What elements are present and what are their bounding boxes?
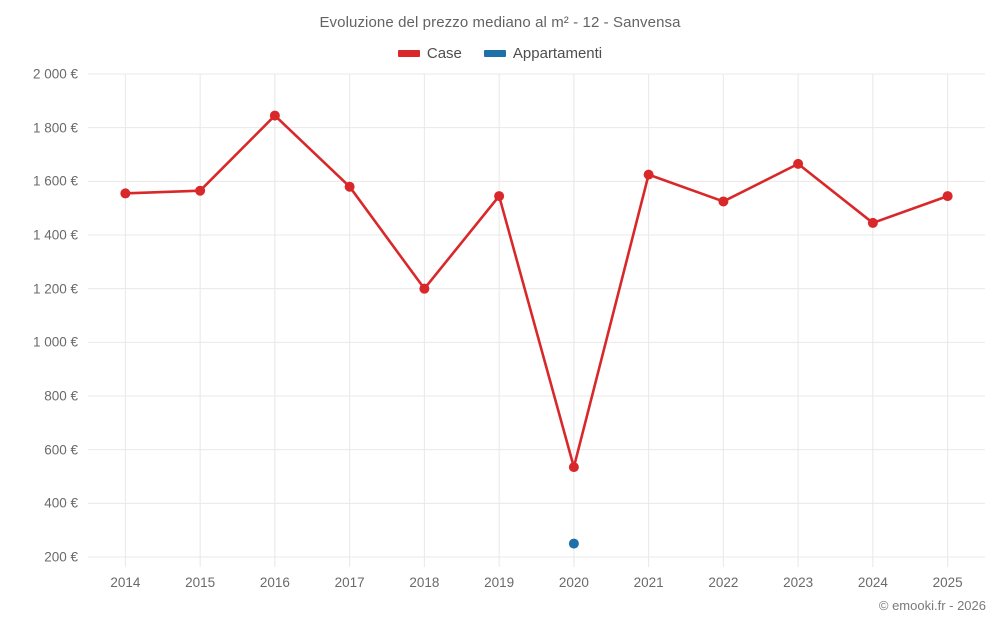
y-axis-tick-label: 600 € [44,442,78,458]
x-axis-tick-label: 2014 [110,575,141,590]
x-axis-tick-label: 2019 [484,575,515,590]
data-point-case[interactable]: 2025: 1545 [942,191,953,202]
chart-legend: Case Appartamenti [0,45,1000,62]
data-point-case[interactable]: 2016: 1845 [269,110,280,121]
series-line-case [124,114,949,469]
x-axis-tick-label: 2018 [409,575,440,590]
data-point-case[interactable]: 2021: 1625 [643,169,654,180]
x-axis-tick-label: 2025 [932,575,963,590]
y-axis-tick-label: 200 € [44,549,78,565]
x-axis-tick-label: 2023 [783,575,814,590]
y-axis-ticks: 200 € 400 € 600 € 800 € 1 000 € 1 200 € 1 400 … [0,0,78,625]
x-axis-tick-label: 2022 [708,575,739,590]
x-axis-tick-label: 2017 [334,575,365,590]
data-point-case[interactable]: 2024: 1445 [867,217,878,228]
x-axis-tick-label: 2021 [633,575,664,590]
y-axis-tick-label: 400 € [44,495,78,511]
legend-item-appartamenti[interactable]: Appartamenti [483,45,603,62]
legend-item-case[interactable]: Case [397,45,462,62]
x-axis-tick-label: 2024 [857,575,888,590]
x-axis-tick-label: 2016 [259,575,290,590]
data-point-case[interactable]: 2017: 1580 [344,181,355,192]
data-point-case[interactable]: 2023: 1665 [793,158,804,169]
chart-title: Evoluzione del prezzo mediano al m² - 12… [319,14,681,31]
y-axis-tick-label: 800 € [44,388,78,404]
legend-label-appartamenti: Appartamenti [512,45,603,62]
credit-text: © emooki.fr - 2026 [878,598,986,613]
y-axis-tick-label: 1 800 € [32,120,78,136]
data-point-case[interactable]: 2015: 1565 [195,185,206,196]
y-axis-tick-label: 2 000 € [32,66,78,82]
data-point-case[interactable]: 2014: 1555 [120,188,131,199]
y-axis-tick-label: 1 600 € [32,173,78,189]
y-axis-tick-label: 1 000 € [32,334,78,350]
legend-swatch-case [397,50,420,57]
data-point-case[interactable]: 2022: 1525 [718,196,729,207]
x-axis-tick-label: 2015 [185,575,216,590]
data-point-appartamenti[interactable]: 2020: 250 [568,538,579,549]
y-axis-tick-label: 1 400 € [32,227,78,243]
x-axis-tick-label: 2020 [558,575,589,590]
data-point-case[interactable]: 2019: 1545 [494,191,505,202]
legend-swatch-appartamenti [483,50,506,57]
data-point-case[interactable]: 2020: 535 [568,462,579,473]
y-axis-tick-label: 1 200 € [32,281,78,297]
legend-label-case: Case [426,45,462,62]
